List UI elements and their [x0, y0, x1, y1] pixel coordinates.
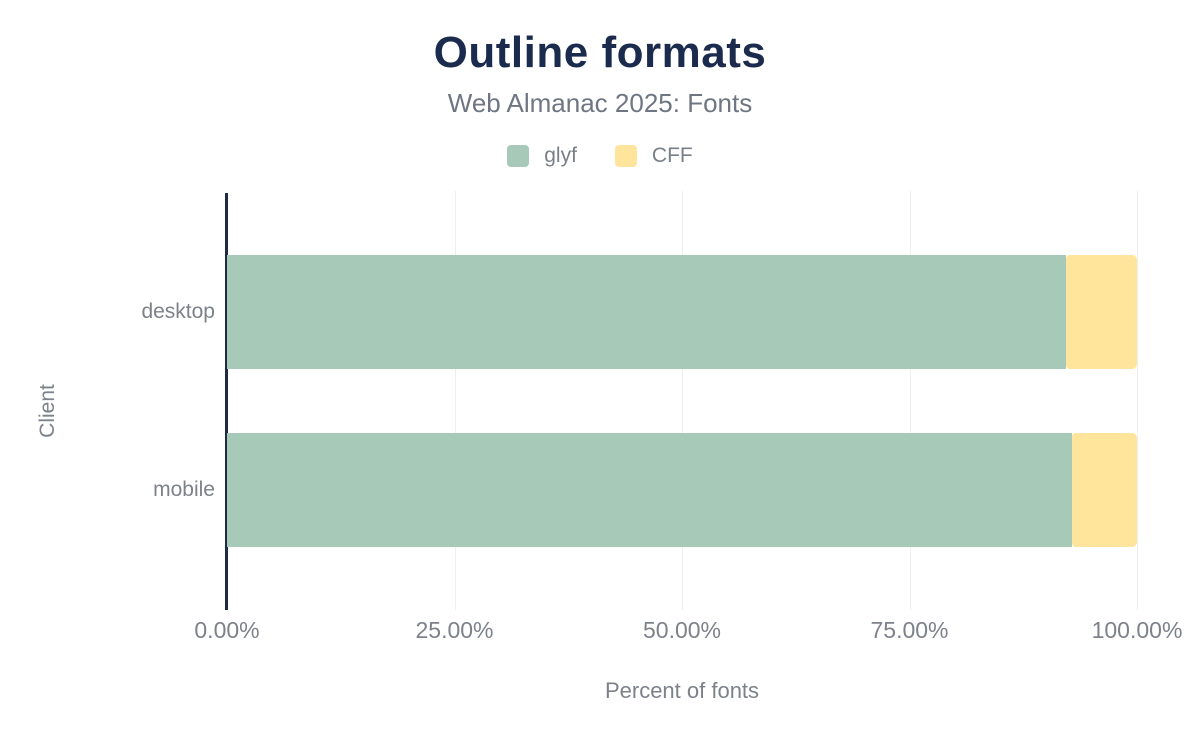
legend-item-cff[interactable]: CFF [614, 144, 693, 168]
gridline [682, 191, 683, 610]
gridline [454, 191, 456, 610]
category-label-mobile: mobile [153, 478, 215, 501]
gridline [909, 191, 911, 610]
category-label-desktop: desktop [141, 300, 215, 323]
y-axis-title: Client [36, 384, 59, 438]
bar-segment-mobile-CFF [1072, 433, 1137, 547]
cff-swatch-icon [614, 145, 637, 167]
x-axis-ticks: 0.00% 25.00% 50.00% 75.00% 100.00% [194, 617, 1182, 645]
bar-segment-desktop-glyf [227, 255, 1067, 369]
gridline [1137, 191, 1138, 610]
chart-title: Outline formats [433, 28, 767, 77]
x-tick-label: 25.00% [415, 617, 494, 643]
bar-segment-desktop-CFF [1066, 255, 1137, 369]
y-axis-line [225, 193, 228, 610]
bar-segment-mobile-glyf [227, 433, 1073, 547]
x-tick-label: 100.00% [1091, 617, 1183, 643]
legend-label-glyf: glyf [544, 144, 577, 167]
x-tick-label: 50.00% [642, 617, 722, 643]
bar-row-desktop [227, 255, 1137, 369]
legend-label-cff: CFF [651, 144, 693, 167]
plot-area: desktop mobile [141, 191, 1138, 610]
x-tick-label: 75.00% [870, 617, 949, 643]
legend-item-glyf[interactable]: glyf [507, 144, 577, 168]
x-axis-title: Percent of fonts [604, 678, 760, 703]
glyf-swatch-icon [507, 145, 530, 167]
bar-row-mobile [227, 433, 1137, 547]
x-tick-label: 0.00% [194, 617, 260, 643]
chart-subtitle: Web Almanac 2025: Fonts [447, 88, 753, 118]
chart-legend: glyf CFF [0, 144, 1200, 168]
